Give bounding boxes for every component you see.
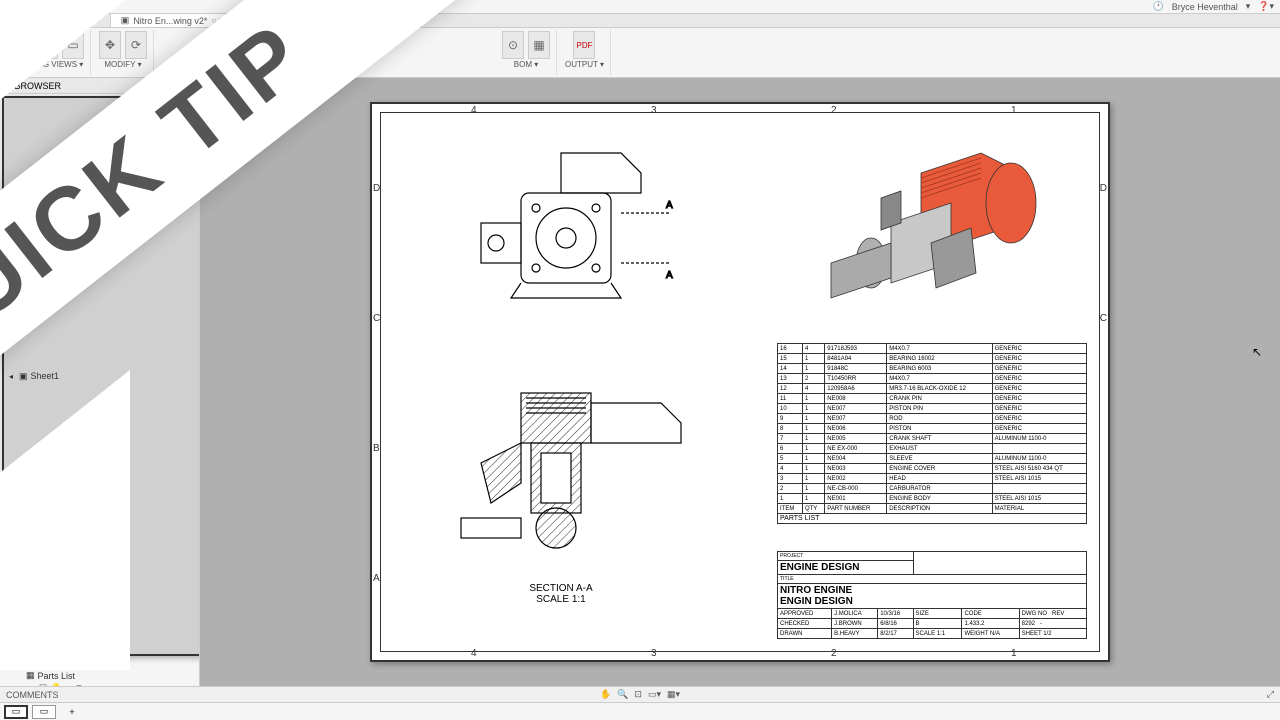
- view-controls: ✋ 🔍 ⊡ ▭▾ ▦▾: [600, 689, 680, 700]
- browser-tree: ◂▣Sheet1 ◿▭Nitro Engine v6:2 ▦Parts List…: [0, 94, 199, 686]
- col-marker: 4: [471, 648, 477, 659]
- ribbon-bom: ⊙ ▦ BOM ▾: [496, 30, 557, 75]
- tab-icon: ▣: [10, 15, 19, 26]
- sheet-tabs: ▭ ▭ +: [0, 702, 1280, 720]
- mouse-cursor: ↖: [1252, 345, 1262, 359]
- sheet-tab-2[interactable]: ▭: [32, 705, 56, 719]
- front-view[interactable]: A A: [441, 143, 681, 323]
- link-icon[interactable]: 🔗: [96, 2, 106, 12]
- row-marker: D: [373, 183, 380, 194]
- col-marker: 2: [831, 648, 837, 659]
- close-icon[interactable]: ○ ×: [88, 16, 100, 25]
- row-marker: C: [1100, 313, 1107, 324]
- ribbon-output: PDF OUTPUT ▾: [559, 30, 611, 75]
- redo-icon[interactable]: ↷: [78, 2, 88, 12]
- base-view-icon[interactable]: ▭: [10, 31, 32, 59]
- drawing-sheet[interactable]: 4 3 2 1 4 3 2 1 D C B A D C: [370, 102, 1110, 662]
- browser-header[interactable]: ◂ BROWSER: [0, 78, 199, 94]
- row-marker: C: [373, 313, 380, 324]
- sheet-tab-1[interactable]: ▭: [4, 705, 28, 719]
- grid-icon[interactable]: ⊞: [6, 2, 16, 12]
- collapse-icon[interactable]: ◂: [6, 80, 11, 91]
- col-marker: 1: [1011, 105, 1017, 116]
- grid-icon[interactable]: ▦▾: [667, 689, 680, 700]
- tree-partslist[interactable]: ▦Parts List: [2, 669, 197, 682]
- row-marker: A: [373, 573, 380, 584]
- zoom-icon[interactable]: 🔍: [617, 689, 628, 700]
- fit-icon[interactable]: ⊡: [634, 689, 642, 700]
- col-marker: 3: [651, 648, 657, 659]
- ribbon-drawing-views: ▭ ▭ ▭ DRAWING VIEWS ▾: [4, 30, 91, 75]
- parts-list-table[interactable]: 16491718J593M4X0.7GENERIC1518481A94BEARI…: [777, 343, 1087, 524]
- browser-panel: ◂ BROWSER ◂▣Sheet1 ◿▭Nitro Engine v6:2 ▦…: [0, 78, 200, 686]
- section-label: SECTION A-A SCALE 1:1: [481, 583, 641, 605]
- expand-icon[interactable]: ⤢: [1267, 689, 1274, 700]
- col-marker: 1: [1011, 648, 1017, 659]
- balloon-icon[interactable]: ⊙: [502, 31, 524, 59]
- tab-drawing[interactable]: ▣ Nitro En...wing v2* ○ ×: [111, 14, 234, 27]
- close-icon[interactable]: ○ ×: [211, 16, 223, 25]
- undo-icon[interactable]: ↶: [60, 2, 70, 12]
- row-marker: B: [373, 443, 380, 454]
- section-view-icon[interactable]: ▭: [62, 31, 84, 59]
- tree-sheet[interactable]: ◂▣Sheet1: [2, 96, 199, 656]
- save-icon[interactable]: 💾: [42, 2, 52, 12]
- projected-view-icon[interactable]: ▭: [36, 31, 58, 59]
- table-icon[interactable]: ▦: [528, 31, 550, 59]
- drawing-canvas[interactable]: 4 3 2 1 4 3 2 1 D C B A D C: [200, 78, 1280, 686]
- pan-icon[interactable]: ✋: [600, 689, 611, 700]
- col-marker: 2: [831, 105, 837, 116]
- row-marker: D: [1100, 183, 1107, 194]
- file-icon[interactable]: 🗎: [24, 2, 34, 12]
- ribbon-modify: ✥ ⟳ MODIFY ▾: [93, 30, 154, 75]
- user-dropdown-icon[interactable]: ▾: [1246, 1, 1251, 12]
- document-tabs: ▣ Nitro Engine v6 ○ × ▣ Nitro En...wing …: [0, 14, 1280, 28]
- col-marker: 3: [651, 105, 657, 116]
- tab-nitro-v6[interactable]: ▣ Nitro Engine v6 ○ ×: [0, 14, 111, 27]
- rotate-icon[interactable]: ⟳: [125, 31, 147, 59]
- title-bar: ⊞ 🗎 💾 ↶ ↷ 🔗 🕐 Bryce Heventhal ▾ ❓▾: [0, 0, 1280, 14]
- title-block[interactable]: PROJECT ENGINE DESIGN TITLE NITRO ENGINE…: [777, 551, 1087, 639]
- add-sheet-icon[interactable]: +: [60, 705, 84, 719]
- user-name[interactable]: Bryce Heventhal: [1172, 2, 1238, 12]
- move-icon[interactable]: ✥: [99, 31, 121, 59]
- iso-view[interactable]: [801, 133, 1061, 333]
- clock-icon[interactable]: 🕐: [1152, 1, 1163, 12]
- tree-item[interactable]: ▸☑💡▭En...: [2, 682, 197, 686]
- svg-text:A: A: [666, 270, 673, 281]
- help-icon[interactable]: ❓▾: [1258, 1, 1274, 12]
- comments-bar[interactable]: COMMENTS ⤢ ✋ 🔍 ⊡ ▭▾ ▦▾: [0, 686, 1280, 702]
- col-marker: 4: [471, 105, 477, 116]
- section-view[interactable]: [431, 373, 691, 573]
- svg-text:A: A: [666, 200, 673, 211]
- pdf-icon[interactable]: PDF: [573, 31, 595, 59]
- tree-design[interactable]: ◿▭Nitro Engine v6:2: [2, 656, 197, 669]
- display-icon[interactable]: ▭▾: [648, 689, 661, 700]
- tab-icon: ▣: [121, 15, 130, 26]
- ribbon-toolbar: ▭ ▭ ▭ DRAWING VIEWS ▾ ✥ ⟳ MODIFY ▾ ⊙ ▦ B…: [0, 28, 1280, 78]
- qat-icons: ⊞ 🗎 💾 ↶ ↷ 🔗: [6, 2, 106, 12]
